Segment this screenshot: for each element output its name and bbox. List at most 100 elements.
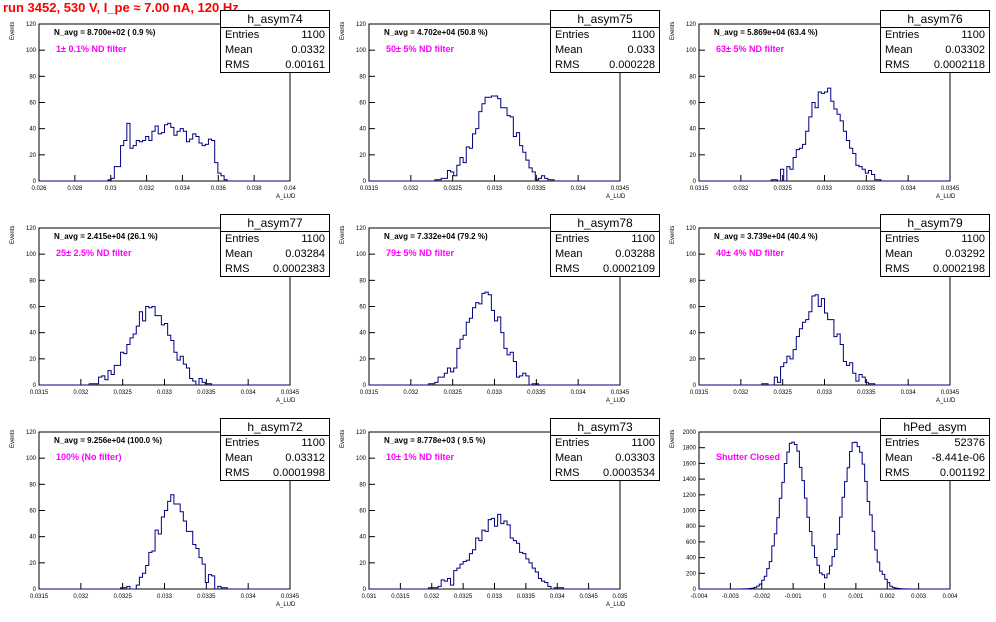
stats-label-mean: Mean [225, 452, 253, 464]
y-tick-label: 60 [359, 305, 366, 311]
histogram-plot: 0.0315 0.032 0.0325 0.033 0.0335 0.034 0.0345 0… [686, 22, 960, 192]
histogram-series [39, 122, 290, 182]
y-axis-label: Events [670, 429, 676, 448]
histogram-name: h_asym77 [221, 215, 329, 232]
stats-row-mean: Mean 0.03312 [221, 451, 329, 466]
y-tick-label: 80 [29, 482, 36, 488]
y-tick-label: 80 [29, 278, 36, 284]
y-axis-label: Events [340, 21, 346, 40]
x-axis-label: A_LUD [936, 194, 956, 200]
y-tick-label: 0 [363, 383, 367, 389]
stats-label-mean: Mean [885, 248, 913, 260]
stats-label-rms: RMS [225, 263, 250, 275]
histogram-name: h_asym79 [881, 215, 989, 232]
stats-label-rms: RMS [885, 59, 910, 71]
x-tick-label: 0.0335 [857, 390, 876, 396]
stats-row-mean: Mean 0.03292 [881, 247, 989, 262]
x-tick-label: 0.033 [157, 594, 173, 600]
x-tick-label: 0.0345 [579, 594, 598, 600]
y-tick-label: 20 [689, 153, 696, 159]
x-axis-label: A_LUD [606, 398, 626, 404]
page-title: run 3452, 530 V, I_pe ≈ 7.00 nA, 120 Hz [3, 0, 239, 15]
histogram-plot: 0.0315 0.032 0.0325 0.033 0.0335 0.034 0.0345 0… [686, 226, 960, 396]
y-tick-label: 120 [26, 22, 37, 28]
histogram-name: h_asym74 [221, 11, 329, 28]
stats-label-entries: Entries [225, 29, 260, 41]
y-tick-label: 800 [686, 524, 697, 530]
y-tick-label: 40 [689, 127, 696, 133]
x-tick-label: 0.036 [211, 186, 227, 192]
x-tick-label: 0.031 [361, 594, 377, 600]
stats-label-mean: Mean [225, 248, 253, 260]
histogram-series [369, 95, 620, 182]
stats-label-rms: RMS [225, 59, 250, 71]
y-tick-label: 400 [686, 556, 697, 562]
histogram-panel-h_asym77: 0.0315 0.032 0.0325 0.033 0.0335 0.034 0.0345 0… [0, 214, 330, 412]
stats-label-mean: Mean [885, 452, 913, 464]
stats-box: h_asym73 Entries 1100 Mean 0.03303 RMS 0.00035… [550, 418, 660, 481]
y-tick-label: 60 [29, 509, 36, 515]
stats-value-entries: 1100 [301, 29, 325, 41]
stats-value-entries: 1100 [301, 437, 325, 449]
stats-label-entries: Entries [885, 29, 920, 41]
x-tick-label: -0.001 [785, 594, 803, 600]
y-tick-label: 60 [29, 101, 36, 107]
stats-box: h_asym79 Entries 1100 Mean 0.03292 RMS 0.00021… [880, 214, 990, 277]
filter-label: 10± 1% ND filter [386, 452, 454, 462]
stats-label-rms: RMS [885, 263, 910, 275]
x-tick-label: 0.0335 [857, 186, 876, 192]
stats-value-mean: 0.033 [627, 44, 655, 56]
y-axis-label: Events [10, 21, 16, 40]
y-tick-label: 80 [29, 74, 36, 80]
y-tick-label: 600 [686, 540, 697, 546]
stats-value-entries: 1100 [961, 29, 985, 41]
filter-label: 50± 5% ND filter [386, 44, 454, 54]
x-axis-label: A_LUD [606, 602, 626, 608]
x-tick-label: 0.0335 [517, 594, 536, 600]
stats-row-rms: RMS 0.000228 [551, 58, 659, 73]
x-tick-label: 0.032 [424, 594, 440, 600]
stats-box: h_asym78 Entries 1100 Mean 0.03288 RMS 0.00021… [550, 214, 660, 277]
y-tick-label: 40 [29, 535, 36, 541]
stats-value-rms: 0.0002118 [933, 59, 985, 71]
stats-value-mean: 0.03292 [945, 248, 985, 260]
n-avg-label: N_avg = 7.332e+04 (79.2 %) [384, 232, 488, 241]
y-tick-label: 1400 [683, 477, 697, 483]
y-axis-label: Events [670, 21, 676, 40]
stats-row-entries: Entries 1100 [881, 232, 989, 247]
histogram-plot: 0.026 0.028 0.03 0.032 0.034 0.036 0.038 0.04 0 2… [26, 22, 297, 192]
x-tick-label: 0.0325 [443, 186, 462, 192]
stats-value-rms: 0.001192 [939, 467, 985, 479]
x-tick-label: 0.033 [487, 390, 503, 396]
stats-row-rms: RMS 0.0003534 [551, 466, 659, 481]
stats-value-rms: 0.0002198 [933, 263, 985, 275]
filter-label: 1± 0.1% ND filter [56, 44, 127, 54]
n-avg-label: N_avg = 8.778e+03 ( 9.5 %) [384, 436, 486, 445]
stats-row-entries: Entries 1100 [551, 28, 659, 43]
histogram-panel-h_asym72: 0.0315 0.032 0.0325 0.033 0.0335 0.034 0.0345 0… [0, 418, 330, 616]
y-tick-label: 80 [689, 278, 696, 284]
histogram-name: h_asym73 [551, 419, 659, 436]
x-tick-label: 0.034 [901, 390, 917, 396]
stats-label-entries: Entries [555, 233, 590, 245]
x-tick-label: 0.0315 [30, 390, 49, 396]
stats-box: hPed_asym Entries 52376 Mean -8.441e-06 RMS 0.… [880, 418, 990, 481]
x-tick-label: 0.0325 [443, 390, 462, 396]
n-avg-label: N_avg = 9.256e+04 (100.0 %) [54, 436, 163, 445]
x-tick-label: 0.0345 [611, 186, 630, 192]
stats-label-entries: Entries [555, 437, 590, 449]
histogram-plot: 0.0315 0.032 0.0325 0.033 0.0335 0.034 0.0345 0… [356, 22, 630, 192]
stats-value-rms: 0.0002383 [273, 263, 325, 275]
histogram-name: h_asym75 [551, 11, 659, 28]
stats-label-rms: RMS [555, 59, 580, 71]
stats-value-rms: 0.00161 [285, 59, 325, 71]
histogram-series [699, 87, 950, 182]
x-tick-label: 0.034 [901, 186, 917, 192]
x-axis-label: A_LUD [276, 602, 296, 608]
filter-label: 63± 5% ND filter [716, 44, 784, 54]
x-tick-label: 0.032 [403, 390, 419, 396]
y-tick-label: 20 [689, 357, 696, 363]
histogram-plot: 0.0315 0.032 0.0325 0.033 0.0335 0.034 0.0345 0… [26, 430, 300, 600]
y-tick-label: 2000 [683, 430, 697, 436]
y-tick-label: 120 [26, 430, 37, 436]
